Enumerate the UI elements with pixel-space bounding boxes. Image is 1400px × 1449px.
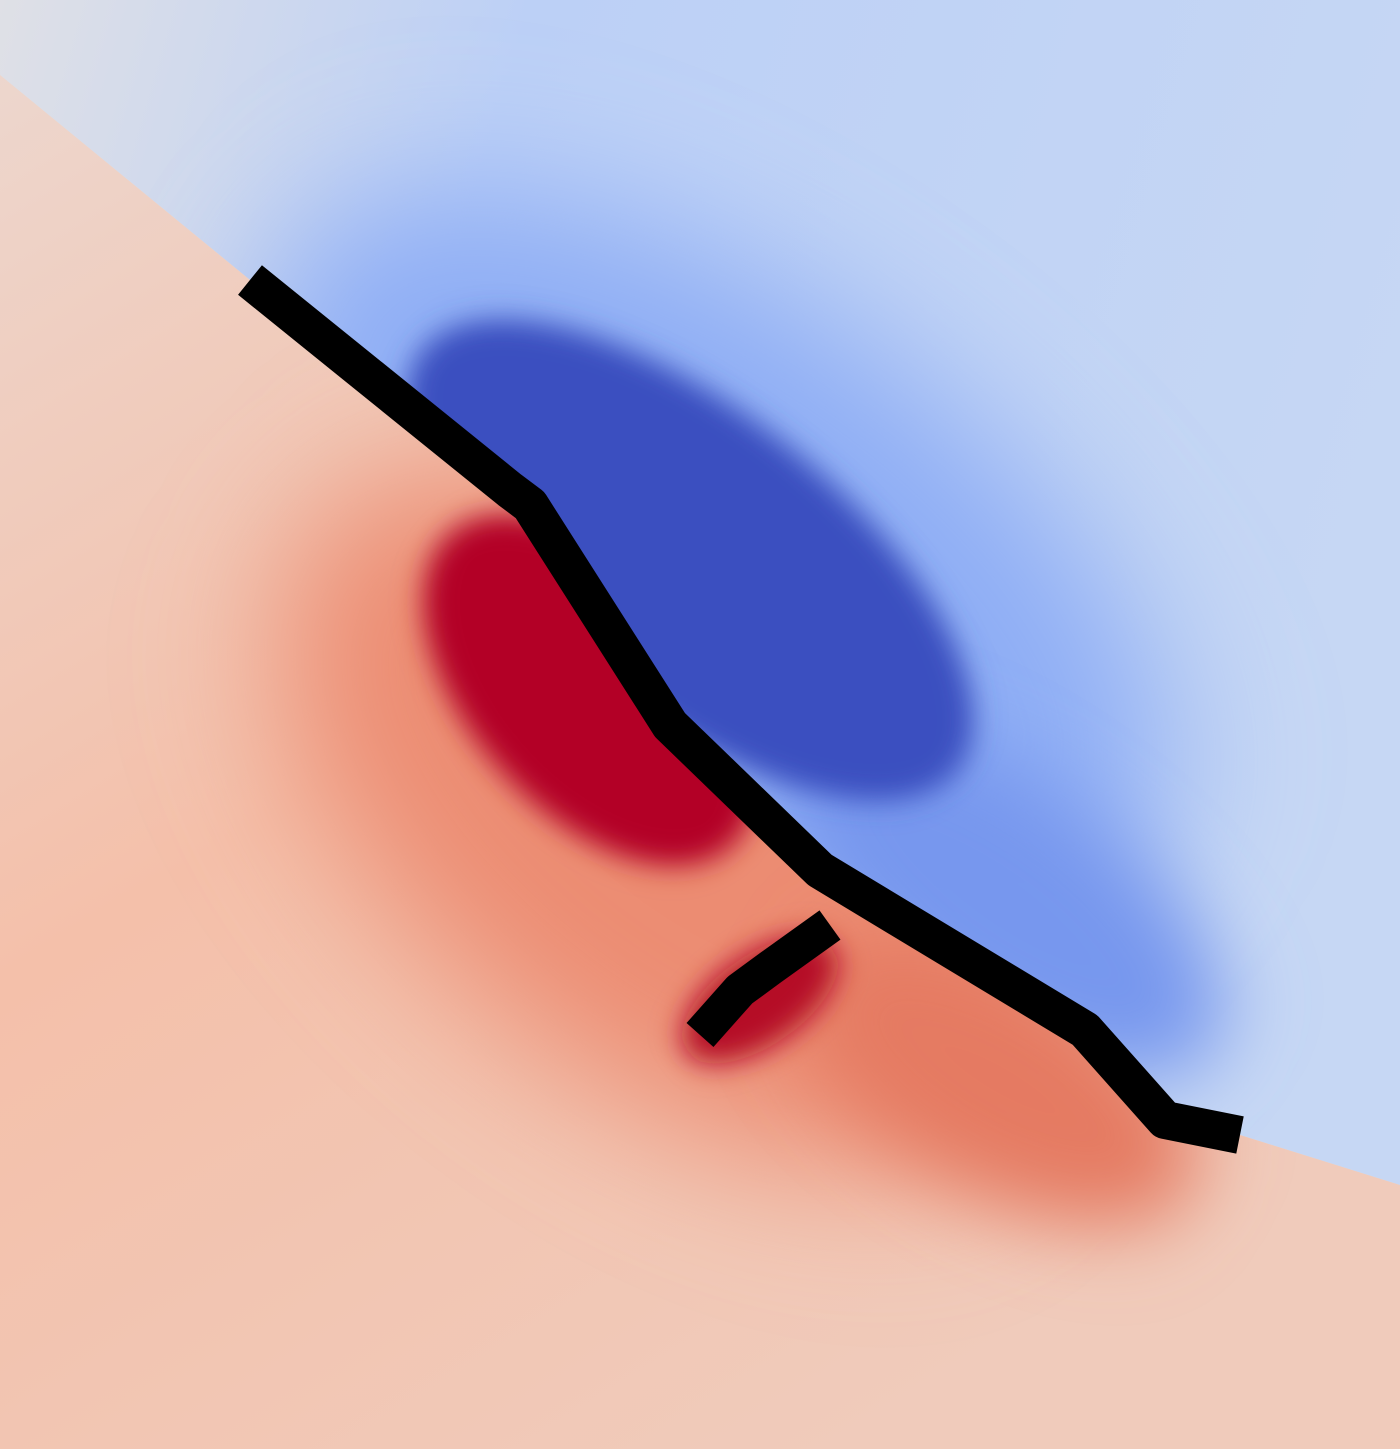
upper-halo-east xyxy=(776,721,1224,1079)
fault-trace xyxy=(238,265,1244,1154)
lower-halo-east xyxy=(801,934,1199,1226)
lower-core xyxy=(423,514,757,866)
fault-branch xyxy=(686,910,841,1047)
upper-core xyxy=(406,319,974,801)
